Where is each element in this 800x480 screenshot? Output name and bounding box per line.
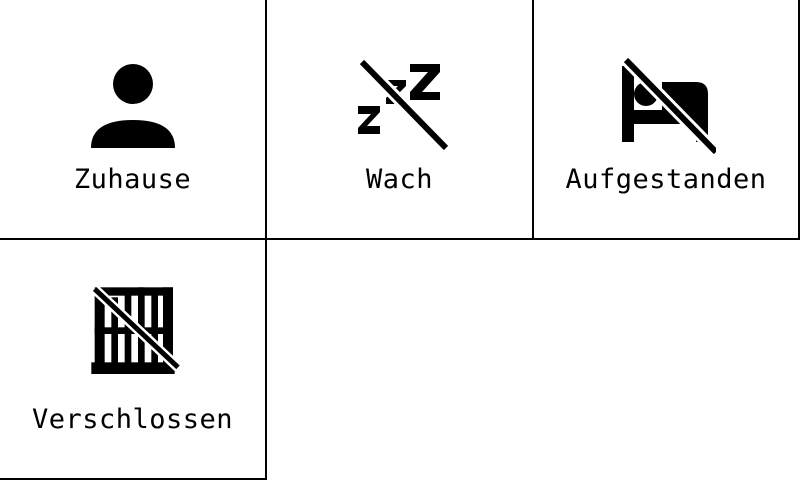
bed-off-icon: [621, 56, 716, 156]
tile-zuhause[interactable]: Zuhause: [0, 0, 267, 240]
tile-label: Aufgestanden: [565, 164, 767, 195]
tile-label: Zuhause: [73, 164, 192, 195]
tile-verschlossen[interactable]: Verschlossen: [0, 240, 267, 480]
tile-label: Wach: [365, 164, 434, 195]
sleep-off-icon: [357, 57, 450, 153]
gate-off-icon: [90, 285, 181, 374]
person-icon: [90, 64, 175, 148]
tile-aufgestanden[interactable]: Aufgestanden: [534, 0, 800, 240]
tile-wach[interactable]: Wach: [267, 0, 534, 240]
tile-label: Verschlossen: [31, 404, 234, 435]
